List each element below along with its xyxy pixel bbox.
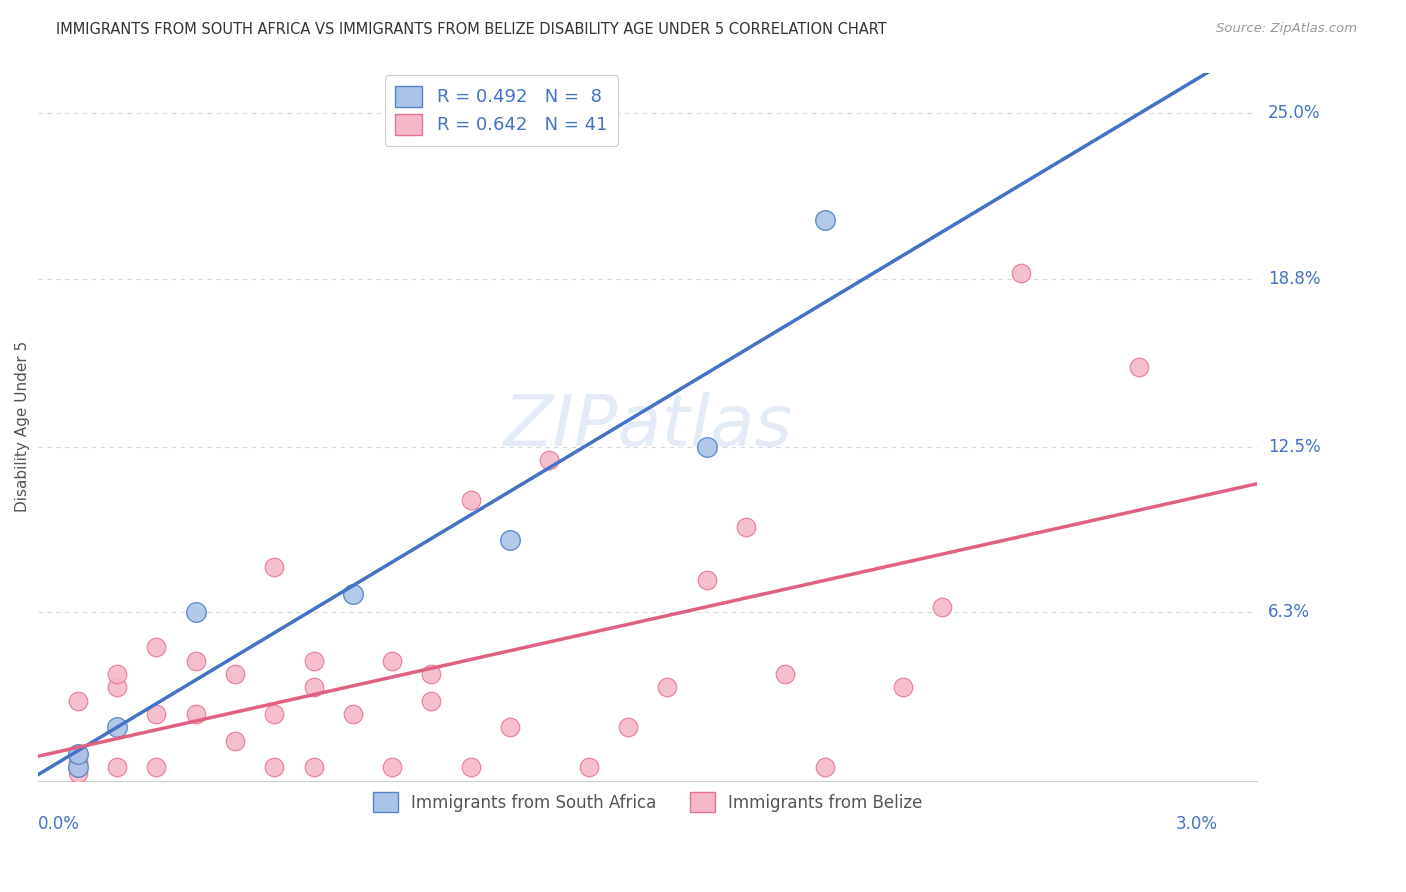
Point <box>145 760 167 774</box>
Point <box>145 706 167 721</box>
Point <box>381 654 404 668</box>
Point <box>66 747 89 761</box>
Point <box>773 666 796 681</box>
Point <box>263 706 285 721</box>
Point <box>184 606 207 620</box>
Point <box>145 640 167 655</box>
Point <box>813 212 835 227</box>
Point <box>66 693 89 707</box>
Text: IMMIGRANTS FROM SOUTH AFRICA VS IMMIGRANTS FROM BELIZE DISABILITY AGE UNDER 5 CO: IMMIGRANTS FROM SOUTH AFRICA VS IMMIGRAN… <box>56 22 887 37</box>
Text: 18.8%: 18.8% <box>1268 269 1320 287</box>
Text: 25.0%: 25.0% <box>1268 104 1320 122</box>
Point <box>538 453 561 467</box>
Point <box>66 755 89 769</box>
Text: ZIPatlas: ZIPatlas <box>503 392 792 461</box>
Text: 3.0%: 3.0% <box>1175 815 1218 833</box>
Point <box>263 760 285 774</box>
Point <box>657 680 679 694</box>
Point <box>224 733 246 747</box>
Point <box>263 560 285 574</box>
Y-axis label: Disability Age Under 5: Disability Age Under 5 <box>15 342 30 513</box>
Point <box>184 654 207 668</box>
Point <box>931 600 953 615</box>
Point <box>735 520 758 534</box>
Point <box>105 666 128 681</box>
Point <box>224 666 246 681</box>
Point <box>499 533 522 548</box>
Point <box>813 760 835 774</box>
Point <box>381 760 404 774</box>
Point <box>420 666 443 681</box>
Legend: Immigrants from South Africa, Immigrants from Belize: Immigrants from South Africa, Immigrants… <box>366 786 929 818</box>
Point <box>302 654 325 668</box>
Point <box>578 760 600 774</box>
Point <box>696 440 718 454</box>
Text: Source: ZipAtlas.com: Source: ZipAtlas.com <box>1216 22 1357 36</box>
Point <box>66 760 89 774</box>
Point <box>342 587 364 601</box>
Point <box>342 706 364 721</box>
Point <box>105 760 128 774</box>
Point <box>460 760 482 774</box>
Point <box>460 493 482 508</box>
Text: 12.5%: 12.5% <box>1268 438 1320 456</box>
Text: 6.3%: 6.3% <box>1268 604 1310 622</box>
Point <box>105 720 128 734</box>
Point <box>1128 359 1150 374</box>
Point <box>696 574 718 588</box>
Point <box>105 680 128 694</box>
Point <box>1010 266 1032 280</box>
Point <box>184 706 207 721</box>
Point <box>66 747 89 761</box>
Point <box>617 720 640 734</box>
Point <box>66 760 89 774</box>
Point <box>499 720 522 734</box>
Point <box>66 765 89 780</box>
Point <box>420 693 443 707</box>
Point <box>891 680 914 694</box>
Text: 0.0%: 0.0% <box>38 815 80 833</box>
Point <box>302 760 325 774</box>
Point <box>302 680 325 694</box>
